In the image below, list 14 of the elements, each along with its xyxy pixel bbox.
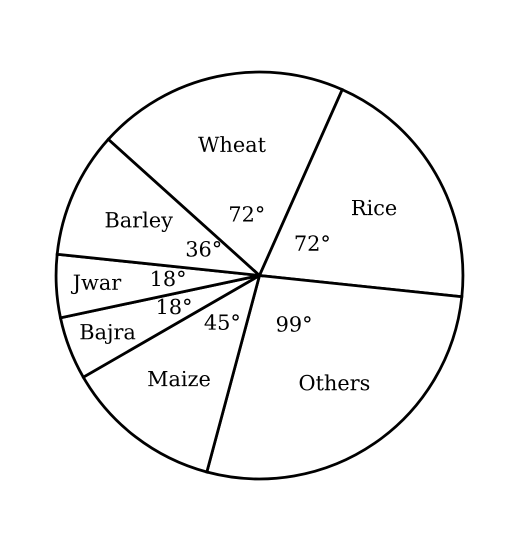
data-label: 99° bbox=[276, 316, 311, 332]
data-label: 72° bbox=[230, 206, 264, 222]
data-label: 18° bbox=[158, 298, 191, 314]
slice-label: Barley bbox=[106, 211, 173, 232]
data-label: 72° bbox=[296, 235, 329, 251]
data-label: 18° bbox=[152, 270, 185, 286]
slice-label: Others bbox=[300, 374, 370, 391]
slice-label: Bajra bbox=[80, 324, 136, 344]
slice-label: Wheat bbox=[198, 136, 266, 152]
slice-label: Maize bbox=[148, 370, 210, 386]
slice-label: Rice bbox=[352, 200, 396, 216]
slice-label: Jwar bbox=[70, 274, 122, 294]
data-label: 36° bbox=[186, 240, 220, 257]
data-label: 45° bbox=[204, 314, 239, 330]
